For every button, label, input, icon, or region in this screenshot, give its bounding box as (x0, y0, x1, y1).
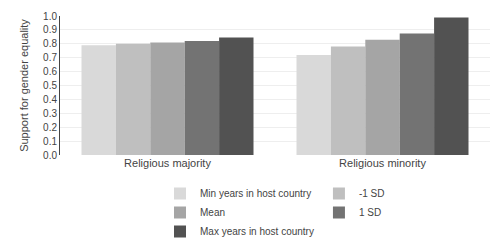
svg-text:0.6: 0.6 (43, 66, 57, 77)
svg-text:0.9: 0.9 (43, 24, 57, 35)
svg-text:Min years in host country: Min years in host country (200, 188, 311, 199)
svg-text:Religious majority: Religious majority (124, 157, 211, 169)
svg-text:0.2: 0.2 (43, 122, 57, 133)
svg-text:Max years in host country: Max years in host country (200, 226, 314, 237)
svg-text:0.5: 0.5 (43, 80, 57, 91)
svg-text:Religious minority: Religious minority (339, 157, 426, 169)
svg-text:0.1: 0.1 (43, 136, 57, 147)
svg-text:Mean: Mean (200, 207, 225, 218)
svg-text:Support for gender equality: Support for gender equality (18, 19, 30, 152)
svg-text:1 SD: 1 SD (359, 207, 381, 218)
svg-text:0.7: 0.7 (43, 52, 57, 63)
svg-text:0.0: 0.0 (43, 150, 57, 161)
svg-text:1.0: 1.0 (43, 11, 57, 22)
svg-text:-1 SD: -1 SD (359, 188, 385, 199)
svg-text:0.4: 0.4 (43, 94, 57, 105)
svg-text:0.8: 0.8 (43, 38, 57, 49)
svg-text:0.3: 0.3 (43, 108, 57, 119)
